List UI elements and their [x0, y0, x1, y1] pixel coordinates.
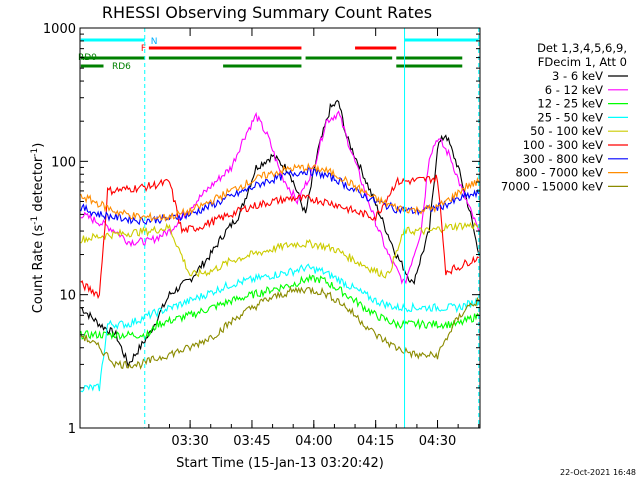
x-tick-label-4: 04:30 — [419, 434, 456, 449]
legend-label-3: 25 - 50 keV — [537, 110, 603, 124]
y-tick-label-0: 1 — [68, 422, 76, 437]
y-axis-label: Count Rate (s-1 detector-1) — [30, 143, 46, 314]
y-tick-label-3: 1000 — [43, 22, 76, 37]
legend-label-1: 6 - 12 keV — [545, 83, 603, 97]
x-tick-label-0: 03:30 — [171, 434, 208, 449]
x-tick-label-1: 03:45 — [233, 434, 270, 449]
y-tick-label-1: 10 — [59, 289, 76, 304]
legend-label-5: 100 - 300 keV — [523, 138, 603, 152]
series-line-3 — [80, 263, 480, 393]
flag-label-f: F — [141, 44, 146, 54]
series-line-5 — [80, 174, 479, 300]
x-axis: 03:30 03:45 04:00 04:15 04:30 — [148, 28, 480, 449]
plot-frame — [79, 27, 481, 429]
legend-label-6: 300 - 800 keV — [523, 152, 603, 166]
series-layer — [80, 99, 480, 393]
chart-title: RHESSI Observing Summary Count Rates — [102, 3, 432, 22]
y-tick-label-2: 100 — [51, 155, 76, 170]
series-line-4 — [80, 221, 480, 279]
legend-header-detectors: Det 1,3,4,5,6,9, — [537, 41, 627, 55]
generation-timestamp: 22-Oct-2021 16:48 — [560, 468, 636, 477]
legend: Det 1,3,4,5,6,9, FDecim 1, Att 0 3 - 6 k… — [501, 41, 628, 193]
legend-label-4: 50 - 100 keV — [530, 124, 603, 138]
x-axis-label: Start Time (15-Jan-13 03:20:42) — [176, 456, 384, 471]
y-axis: 1 10 100 1000 — [43, 22, 480, 437]
legend-label-8: 7000 - 15000 keV — [501, 179, 603, 193]
legend-header-decim: FDecim 1, Att 0 — [538, 55, 627, 69]
legend-label-2: 12 - 25 keV — [537, 97, 603, 111]
x-tick-label-2: 04:00 — [295, 434, 332, 449]
flag-label-n: N — [151, 37, 158, 47]
cyan-time-markers — [144, 28, 480, 428]
observing-flags: NF RD0 RD6 — [78, 37, 479, 72]
legend-label-7: 800 - 7000 keV — [515, 166, 603, 180]
series-line-0 — [80, 99, 480, 369]
x-tick-label-3: 04:15 — [357, 434, 394, 449]
series-line-2 — [80, 273, 480, 341]
flag-label-rd6: RD6 — [112, 62, 131, 72]
flag-label-rd0: RD0 — [78, 53, 97, 63]
series-line-6 — [80, 167, 480, 226]
series-line-8 — [80, 285, 480, 370]
series-line-1 — [80, 110, 480, 285]
series-line-7 — [80, 162, 480, 223]
legend-label-0: 3 - 6 keV — [552, 69, 603, 83]
